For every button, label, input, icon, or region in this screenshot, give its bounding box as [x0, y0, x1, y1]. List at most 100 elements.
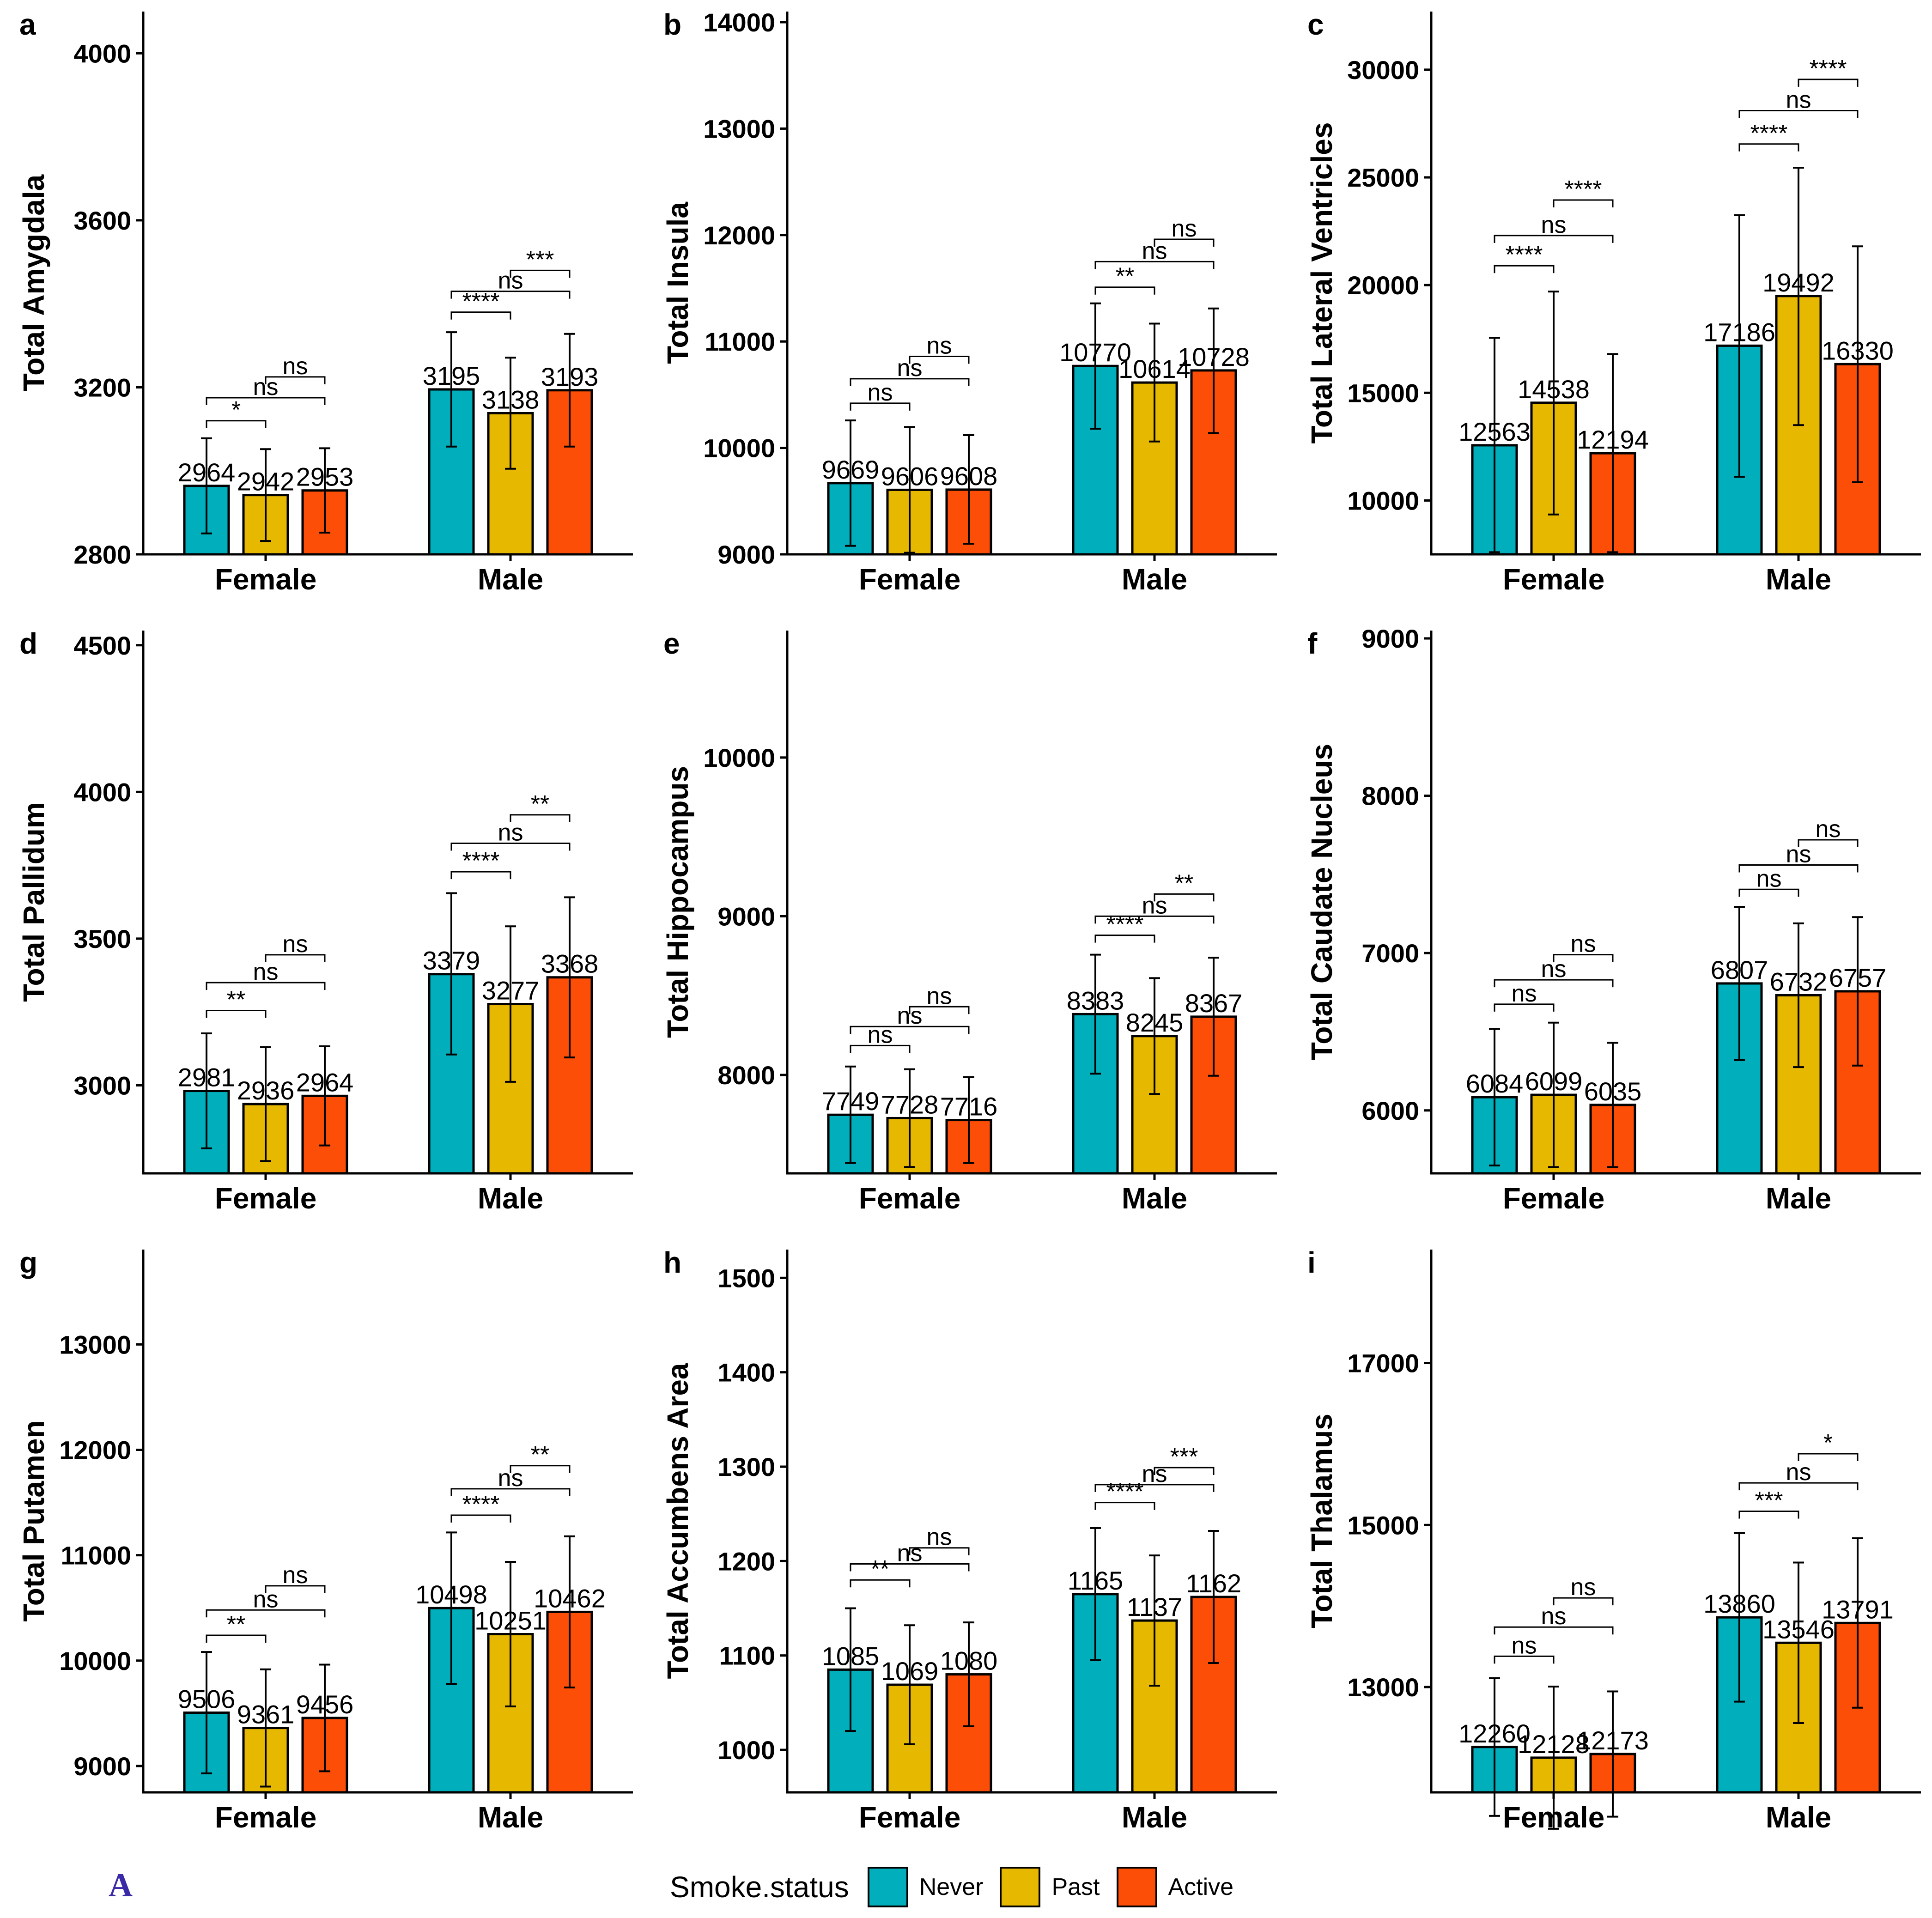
panel-h-value-label: 1165 — [1068, 1566, 1123, 1595]
panel-b: b Total Insula 9000 10000 11000 12000 13000 140… — [661, 8, 1277, 596]
panel-i-sig-label: ns — [1786, 1459, 1811, 1486]
panel-e-y-tick-label: 9000 — [717, 902, 775, 931]
panel-b-letter: b — [663, 8, 681, 41]
panel-c-sig-label: ns — [1541, 212, 1567, 238]
panel-i-sig-label: ns — [1571, 1574, 1596, 1601]
panel-g-sig-bracket — [265, 1585, 326, 1593]
panel-e-sig-bracket — [909, 1006, 970, 1014]
panel-f-sig-bracket — [1738, 888, 1799, 897]
panel-i-sig-bracket — [1494, 1655, 1555, 1664]
panel-f: f Total Caudate Nucleus 6000 7000 8000 9000 60… — [1305, 624, 1921, 1215]
panel-d-sig-bracket — [265, 954, 326, 962]
panel-i-sig-label: *** — [1755, 1487, 1783, 1514]
panel-h-value-label: 1162 — [1186, 1569, 1241, 1598]
panel-g-sig-bracket — [206, 1634, 267, 1643]
panel-g-x-tick-label: Male — [478, 1801, 543, 1834]
legend-swatch-never — [867, 1867, 908, 1907]
panel-a-sig-bracket — [206, 397, 326, 406]
panel-g-letter: g — [19, 1246, 37, 1279]
legend-label-active: Active — [1168, 1874, 1234, 1900]
panel-h-x-tick-label: Female — [859, 1801, 961, 1834]
panel-c-value-label: 16330 — [1822, 336, 1894, 365]
panel-g: g Total Putamen 9000 10000 11000 12000 13000 95… — [17, 1246, 633, 1834]
panel-f-value-label: 6099 — [1525, 1067, 1583, 1096]
panel-f-y-tick-label: 6000 — [1361, 1096, 1419, 1125]
panel-d-value-label: 3277 — [482, 976, 540, 1005]
panel-c-y-tick-label: 15000 — [1347, 378, 1419, 407]
panel-e-value-label: 8245 — [1126, 1008, 1184, 1037]
panel-g-y-tick-label: 12000 — [59, 1435, 131, 1464]
panel-a-value-label: 3138 — [482, 385, 540, 414]
panel-b-x-tick-label: Female — [859, 563, 961, 596]
panel-c-sig-bracket — [1553, 199, 1614, 207]
panel-a-value-label: 3193 — [541, 362, 599, 391]
panel-f-sig-bracket — [1553, 954, 1614, 962]
panel-e-value-label: 8383 — [1067, 986, 1124, 1015]
panel-g-y-tick-label: 11000 — [61, 1541, 131, 1570]
panel-f-sig-bracket — [1494, 979, 1614, 988]
panel-i-letter: i — [1307, 1246, 1316, 1279]
panel-f-value-label: 6732 — [1770, 967, 1828, 996]
panel-g-sig-bracket — [206, 1609, 326, 1618]
panel-c-y-tick-label: 30000 — [1347, 55, 1419, 85]
panel-b-sig-label: ns — [868, 379, 893, 406]
panel-b-y-tick-label: 9000 — [717, 540, 775, 569]
panel-a-value-label: 3195 — [423, 361, 480, 390]
panel-f-y-axis-title: Total Caudate Nucleus — [1305, 744, 1338, 1060]
legend-label-past: Past — [1051, 1874, 1100, 1900]
panel-g-y-tick-label: 9000 — [73, 1752, 131, 1781]
panel-h-sig-bracket — [1094, 1502, 1155, 1510]
panel-c-x-tick-label: Female — [1503, 563, 1605, 596]
panel-e-sig-bracket — [1094, 935, 1155, 943]
panel-a-sig-label: * — [231, 397, 241, 424]
panel-g-value-label: 9361 — [237, 1700, 295, 1729]
panel-c-sig-bracket — [1798, 79, 1859, 87]
panel-b-value-label: 10728 — [1178, 342, 1250, 371]
panel-e-sig-label: ns — [868, 1021, 893, 1048]
panel-h-sig-bracket — [909, 1547, 970, 1555]
panel-c: c Total Lateral Ventricles 10000 15000 20000… — [1305, 8, 1921, 596]
panel-a-sig-label: ns — [283, 353, 308, 380]
panel-h-sig-label: ** — [871, 1556, 889, 1583]
panel-i-sig-label: ns — [1541, 1603, 1567, 1630]
panel-d-y-tick-label: 4000 — [73, 777, 131, 807]
panel-a-x-tick-label: Female — [215, 563, 317, 596]
panel-h-sig-bracket — [1094, 1484, 1215, 1492]
panel-c-y-tick-label: 10000 — [1347, 486, 1419, 515]
panel-d-bar-never-female — [183, 1090, 230, 1175]
panel-b-y-tick-label: 12000 — [703, 221, 775, 250]
panel-h-y-tick-label: 1500 — [717, 1263, 775, 1293]
panel-h-bar-past-male — [1131, 1619, 1178, 1794]
panel-i-y-tick-label: 15000 — [1347, 1511, 1419, 1540]
panel-d-sig-label: ns — [253, 959, 279, 985]
figure-tag: A — [109, 1867, 133, 1904]
panel-g-value-label: 10251 — [474, 1606, 547, 1635]
panel-f-x-tick-label: Female — [1503, 1182, 1605, 1215]
panel-i-value-label: 13791 — [1822, 1595, 1894, 1624]
panel-i: i Total Thalamus 13000 15000 17000 12260 13860… — [1305, 1246, 1921, 1834]
panel-d-value-label: 3379 — [423, 946, 480, 975]
panel-e-sig-label: ** — [1175, 870, 1193, 897]
panel-h-y-tick-label: 1000 — [717, 1736, 775, 1765]
panel-f-sig-bracket — [1494, 1003, 1555, 1012]
legend-item-active: Active — [1116, 1867, 1234, 1907]
panel-b-value-label: 10770 — [1059, 338, 1131, 367]
panel-a-sig-bracket — [206, 420, 267, 428]
panel-b-sig-bracket — [850, 402, 911, 411]
panel-d-sig-bracket — [206, 982, 326, 990]
panel-h-sig-label: *** — [1170, 1444, 1198, 1470]
panel-d-y-tick-label: 4500 — [73, 631, 131, 660]
panel-e-letter: e — [663, 627, 680, 660]
panel-f-sig-label: ns — [1512, 980, 1537, 1007]
panel-b-y-axis-title: Total Insula — [661, 202, 694, 364]
panel-h-value-label: 1137 — [1127, 1592, 1182, 1621]
panel-h-y-tick-label: 1300 — [717, 1452, 775, 1481]
panel-d: d Total Pallidum 3000 3500 4000 4500 2981 3379 2… — [17, 627, 633, 1215]
panel-b-sig-bracket — [909, 355, 970, 364]
panel-c-sig-label: **** — [1565, 176, 1602, 203]
panel-b-value-label: 9606 — [881, 461, 939, 491]
panel-a-sig-bracket — [265, 376, 326, 384]
panel-c-sig-label: **** — [1810, 55, 1847, 82]
panel-i-y-tick-label: 17000 — [1347, 1349, 1419, 1378]
